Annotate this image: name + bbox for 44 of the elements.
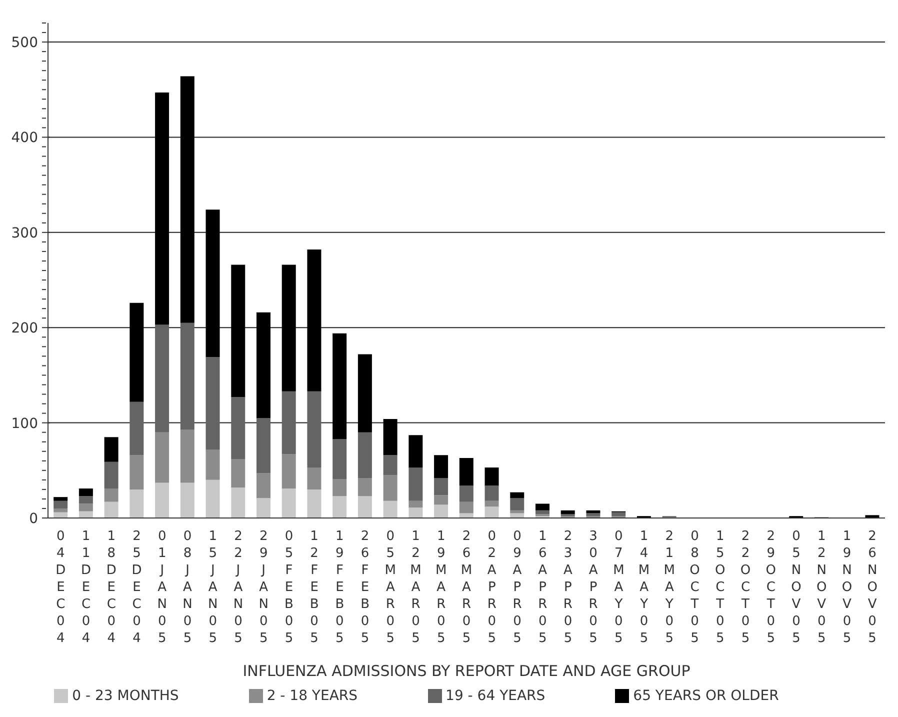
x-tick-label: 01JAN05 xyxy=(157,529,168,646)
x-tick-label: 29JAN05 xyxy=(258,529,268,646)
y-tick-label: 500 xyxy=(11,35,38,52)
legend-label: 2 - 18 YEARS xyxy=(266,688,358,704)
x-tick-label: 19NOV05 xyxy=(842,529,852,646)
x-tick-label: 26NOV05 xyxy=(867,529,878,646)
x-axis-title: INFLUENZA ADMISSIONS BY REPORT DATE AND AGE GROUP xyxy=(242,662,690,680)
x-tick-label: 05FEB05 xyxy=(284,529,294,646)
x-tick-label: 29OCT05 xyxy=(766,529,776,646)
x-tick-label: 05NOV05 xyxy=(791,529,802,646)
x-tick-label: 14MAY05 xyxy=(638,529,650,646)
y-tick-label: 200 xyxy=(11,320,38,337)
y-tick-label: 400 xyxy=(11,130,38,146)
x-tick-label: 08JAN05 xyxy=(182,529,192,646)
x-tick-label: 02APR05 xyxy=(487,529,496,646)
x-tick-label: 16APR05 xyxy=(538,529,548,646)
x-tick-label: 15OCT05 xyxy=(715,529,726,646)
y-tick-label: 300 xyxy=(11,225,38,242)
x-tick-label: 12NOV05 xyxy=(816,529,827,646)
x-tick-label: 26FEB05 xyxy=(360,529,370,646)
x-tick-label: 04DEC04 xyxy=(56,529,66,646)
legend-label: 0 - 23 MONTHS xyxy=(72,688,179,704)
x-tick-label: 09APR05 xyxy=(512,529,522,646)
y-tick-label: 0 xyxy=(29,511,38,527)
legend-label: 19 - 64 YEARS xyxy=(446,688,546,704)
x-tick-label: 23APR05 xyxy=(563,529,572,646)
x-tick-label: 22OCT05 xyxy=(740,529,751,646)
x-tick-label: 26MAR05 xyxy=(460,529,472,646)
x-tick-label: 19FEB05 xyxy=(335,529,344,646)
x-tick-label: 25DEC04 xyxy=(132,529,142,646)
x-tick-label: 30APR05 xyxy=(588,529,598,646)
x-tick-label: 15JAN05 xyxy=(208,529,218,646)
x-tick-label: 19MAR05 xyxy=(436,529,447,646)
x-tick-label: 22JAN05 xyxy=(233,529,244,646)
x-tick-label: 07MAY05 xyxy=(613,529,624,646)
x-tick-label: 08OCT05 xyxy=(690,529,700,646)
y-tick-label: 100 xyxy=(11,416,38,432)
x-tick-label: 05MAR05 xyxy=(384,529,396,646)
x-tick-label: 12MAR05 xyxy=(410,529,422,646)
x-tick-label: 11DEC04 xyxy=(81,529,92,646)
x-tick-label: 12FEB05 xyxy=(310,529,319,646)
x-tick-label: 18DEC04 xyxy=(106,529,116,646)
x-tick-label: 21MAY05 xyxy=(664,529,676,646)
legend-label: 65 YEARS OR OLDER xyxy=(633,688,779,704)
